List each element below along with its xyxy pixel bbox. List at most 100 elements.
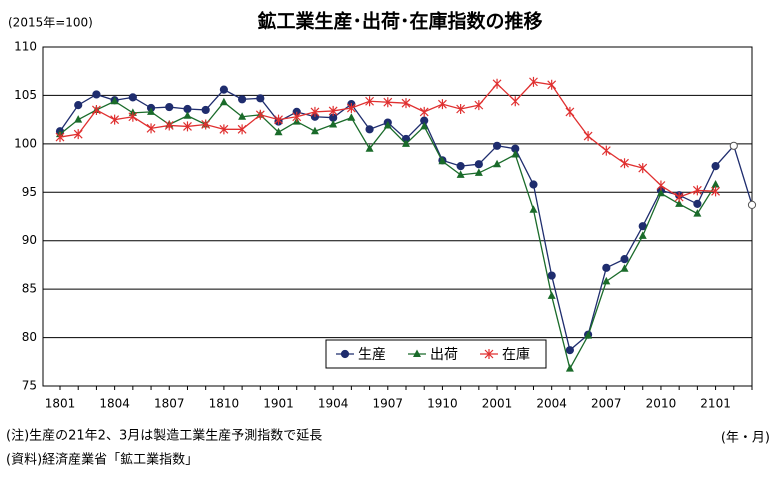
point (437, 99, 447, 110)
point (310, 106, 320, 117)
point (492, 78, 502, 89)
point (73, 129, 83, 140)
point (419, 106, 429, 117)
point (474, 160, 483, 169)
point (729, 141, 738, 150)
point (493, 159, 502, 168)
legend-marker (413, 349, 421, 357)
point (438, 156, 447, 165)
x-tick-label: 2001 (482, 397, 513, 411)
point (474, 168, 483, 176)
point (183, 111, 192, 119)
x-tick-label: 1807 (154, 397, 185, 411)
legend-label: 出荷 (430, 347, 458, 363)
point (693, 209, 702, 217)
point (165, 102, 174, 112)
point (91, 104, 101, 115)
point (656, 180, 666, 191)
point (274, 127, 283, 136)
x-tick-label: 2004 (536, 397, 567, 411)
legend-marker (484, 349, 494, 359)
point (183, 121, 192, 132)
point (147, 107, 156, 115)
point (310, 126, 319, 135)
point (346, 103, 356, 114)
point (219, 124, 229, 135)
point (238, 95, 247, 104)
point (474, 100, 484, 111)
point (620, 264, 629, 272)
point (711, 186, 721, 197)
point (383, 120, 392, 129)
x-tick-label: 1801 (45, 397, 76, 411)
point (492, 141, 502, 150)
legend-box (325, 339, 547, 369)
point (365, 144, 374, 152)
point (692, 185, 702, 196)
unit-label: (2015年=100) (8, 16, 93, 30)
point (602, 276, 611, 285)
point (128, 111, 138, 122)
point (401, 98, 411, 109)
point (92, 90, 101, 99)
point (274, 114, 283, 125)
point (638, 231, 647, 239)
point (365, 125, 374, 134)
series-line (59, 88, 753, 352)
x-tick-label: 1904 (318, 397, 349, 411)
point (510, 96, 520, 107)
point (602, 263, 611, 272)
point (656, 188, 665, 197)
series-line (59, 100, 717, 371)
point (456, 162, 465, 171)
point (711, 162, 720, 171)
point (675, 199, 684, 207)
point (620, 158, 629, 169)
y-tick-label: 95 (22, 185, 37, 199)
y-tick-label: 75 (22, 379, 37, 393)
legend-label: 生産 (358, 347, 386, 363)
point (292, 111, 302, 122)
source: (資料)経済産業省「鉱工業指数」 (6, 452, 198, 468)
point (565, 106, 575, 117)
point (110, 96, 119, 105)
legend-label: 在庫 (502, 346, 530, 363)
point (620, 255, 629, 264)
point (529, 76, 538, 87)
y-tick-label: 105 (14, 88, 37, 102)
point (164, 120, 174, 131)
x-tick-label: 1901 (263, 397, 294, 411)
point (128, 93, 137, 102)
point (565, 346, 574, 355)
point (74, 115, 83, 123)
point (383, 97, 393, 108)
point (420, 121, 429, 130)
point (547, 291, 556, 299)
point (547, 79, 557, 90)
y-tick-label: 85 (22, 282, 37, 296)
x-tick-label: 1910 (427, 397, 458, 411)
point (201, 105, 210, 115)
point (693, 199, 702, 209)
point (74, 101, 83, 110)
point (456, 103, 466, 114)
note: (注)生産の21年2、3月は製造工業生産予測指数で延長 (6, 428, 322, 444)
x-axis-label: (年・月) (721, 431, 770, 446)
point (547, 271, 556, 280)
point (747, 200, 757, 209)
y-tick-label: 80 (22, 330, 37, 344)
x-tick-label: 2101 (700, 397, 731, 411)
point (601, 145, 611, 156)
y-tick-label: 110 (14, 40, 37, 54)
point (110, 114, 120, 125)
point (237, 124, 247, 135)
x-tick-label: 2007 (591, 397, 622, 411)
point (584, 331, 593, 339)
point (674, 192, 684, 203)
point (456, 170, 465, 178)
point (328, 105, 338, 116)
point (255, 109, 265, 120)
point (529, 205, 538, 213)
point (329, 119, 338, 128)
